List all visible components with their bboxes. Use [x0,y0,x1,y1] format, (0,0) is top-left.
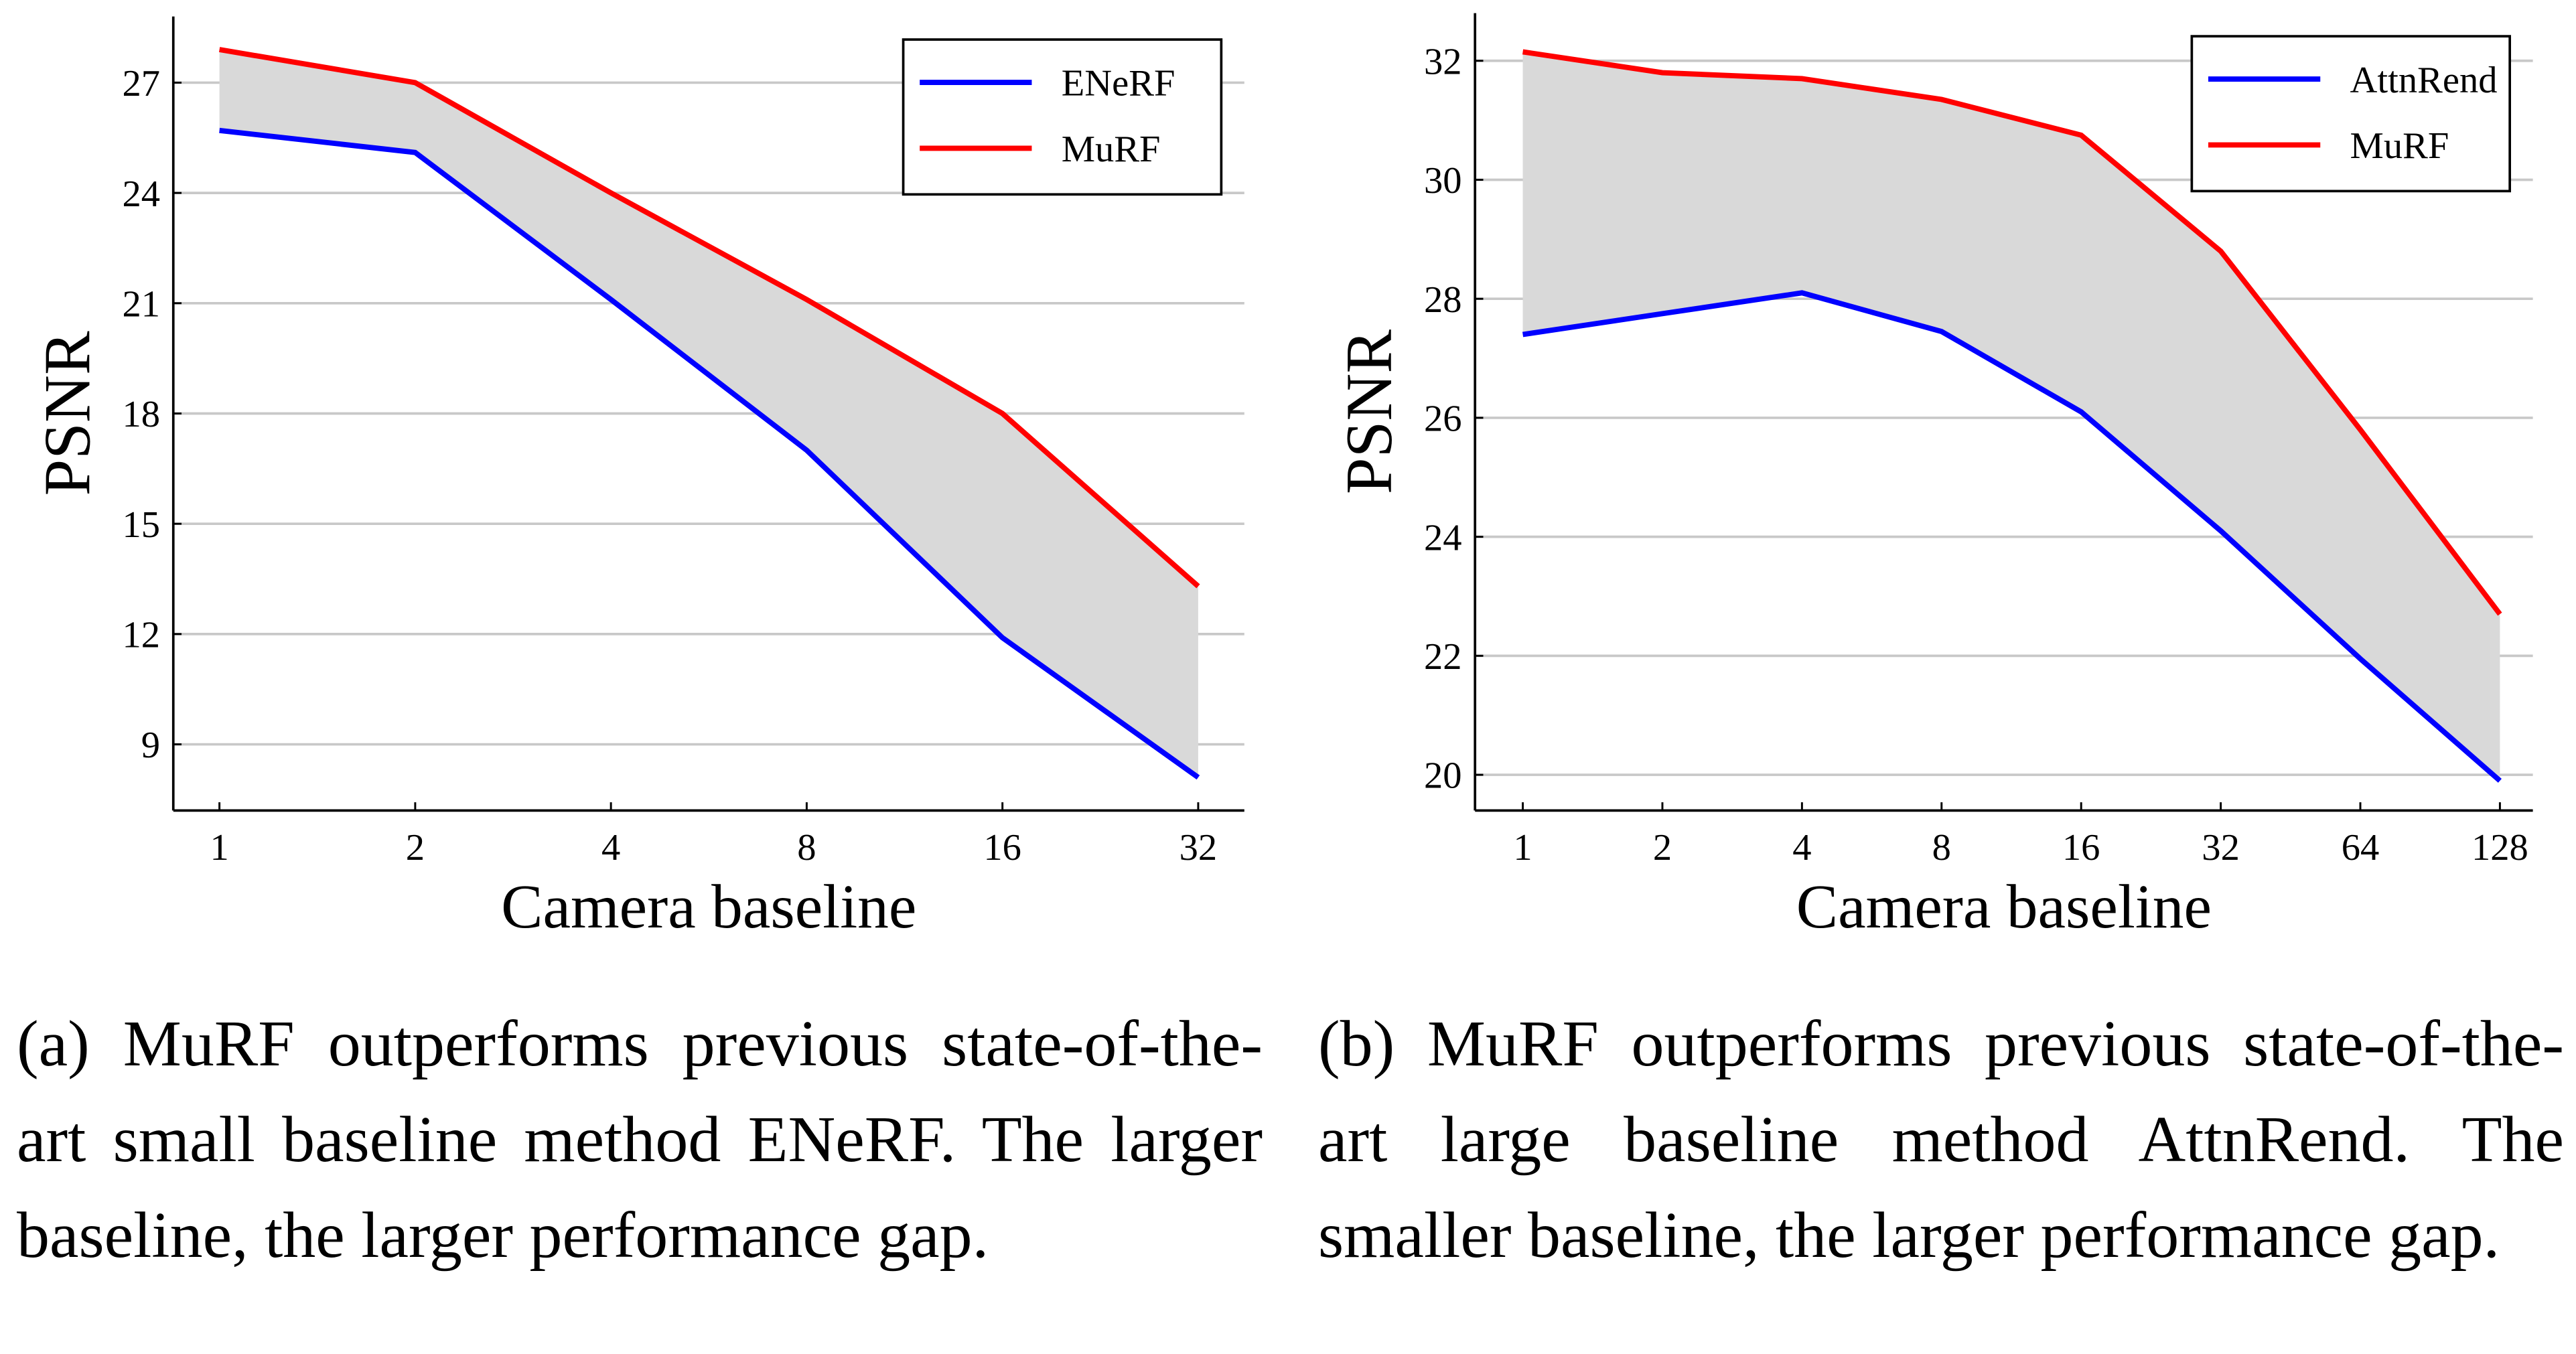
x-tick-label: 4 [1792,827,1811,869]
y-axis-label: PSNR [31,331,104,496]
x-axis-label: Camera baseline [501,873,916,942]
y-tick-label: 26 [1424,398,1462,440]
y-tick-label: 24 [1424,517,1462,558]
y-tick-label: 32 [1424,41,1462,82]
x-tick-label: 32 [2202,827,2240,869]
x-tick-label: 16 [2062,827,2100,869]
legend-label: ENeRF [1062,63,1175,104]
x-tick-label: 1 [210,827,228,869]
y-tick-label: 24 [122,173,160,215]
x-axis-label: Camera baseline [1796,873,2212,942]
legend-label: MuRF [1062,129,1161,170]
y-tick-label: 22 [1424,636,1462,678]
caption: (b) MuRF outperforms previous state-of-t… [1318,1008,2564,1272]
y-tick-label: 15 [122,504,160,546]
legend-label: AttnRend [2350,60,2498,101]
y-tick-label: 30 [1424,160,1462,202]
x-tick-label: 2 [1653,827,1672,869]
series-line [1522,290,2502,783]
gap-fill [1522,52,2500,781]
x-tick-label: 4 [601,827,620,869]
y-axis-label: PSNR [1333,329,1406,494]
legend-label: MuRF [2350,125,2449,167]
series-line [219,127,1200,780]
y-tick-label: 20 [1424,755,1462,797]
series-line [1522,49,2502,616]
y-tick-label: 21 [122,283,160,325]
y-tick-label: 28 [1424,279,1462,321]
legend-box [2190,35,2512,193]
x-tick-label: 8 [797,827,816,869]
series-line [218,47,1200,589]
x-tick-label: 128 [2472,827,2528,869]
x-tick-label: 32 [1179,827,1218,869]
y-tick-label: 27 [122,63,160,104]
y-tick-label: 18 [122,394,160,435]
x-tick-label: 64 [2342,827,2380,869]
x-tick-label: 8 [1932,827,1951,869]
x-tick-label: 16 [983,827,1021,869]
legend-box [902,38,1223,196]
y-tick-label: 9 [141,725,160,766]
x-tick-label: 2 [406,827,425,869]
x-tick-label: 1 [1513,827,1532,869]
y-tick-label: 12 [122,615,160,656]
caption: (a) MuRF outperforms previous state-of-t… [17,1008,1263,1272]
